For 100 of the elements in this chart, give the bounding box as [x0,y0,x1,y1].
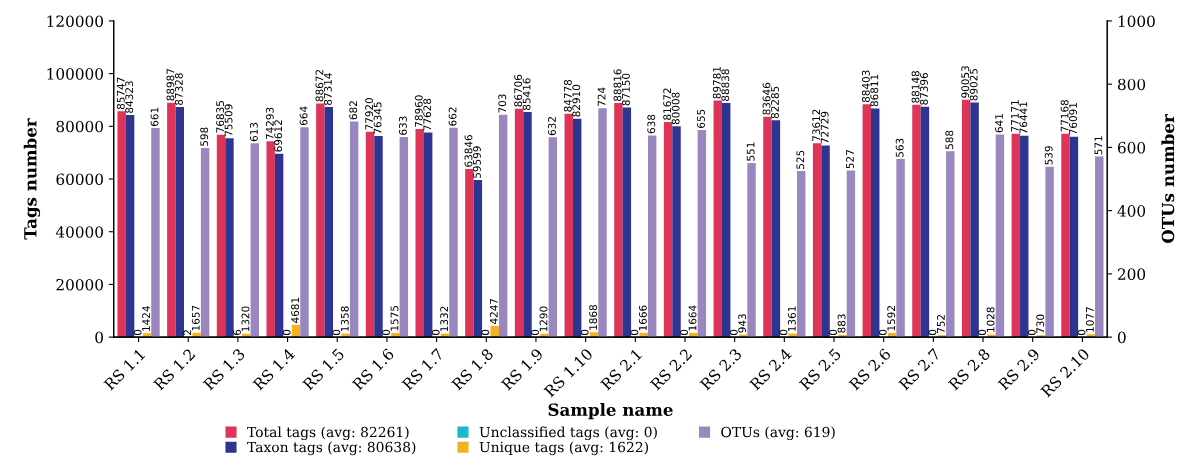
data-label: 1320 [241,306,250,332]
data-label: 81672 [663,88,672,120]
data-label: 86706 [514,74,523,107]
x-tick-label: RS 2.2 [649,348,693,391]
data-label: 0 [481,329,490,336]
data-label: 77920 [365,97,374,130]
x-tick-label: RS 2.3 [699,347,743,391]
data-label: 82285 [771,86,779,119]
data-label: 0 [1077,329,1086,336]
data-label: 87328 [174,73,183,105]
data-label: 682 [349,101,358,120]
data-label: 1358 [340,306,349,332]
data-label: 84778 [563,79,572,112]
data-label: 571 [1094,136,1103,155]
data-label: 6 [233,329,241,335]
data-label: 88987 [166,69,175,101]
data-label: 83646 [762,82,771,115]
data-label: 4247 [489,298,498,325]
y-axis-title: Tags number [23,118,41,240]
legend-label: Unclassified tags (avg: 0) [479,426,657,441]
data-label: 588 [945,130,954,150]
y2-axis-title: OTUs number [1161,114,1175,244]
data-label: 752 [936,314,945,333]
data-label: 613 [249,122,258,142]
data-label: 661 [150,107,159,126]
x-tick-label: RS 1.8 [450,347,494,391]
data-label: 78960 [414,95,423,127]
data-label: 525 [796,150,805,169]
data-label: 80008 [671,92,680,125]
data-label: 0 [1027,329,1036,336]
x-tick-label: RS 1.1 [103,348,146,391]
y2-tick-label: 200 [1117,268,1146,280]
x-tick-label: RS 1.3 [202,347,246,391]
x-tick-label: RS 2.7 [898,347,941,391]
data-label: 88816 [613,69,622,101]
data-label: 655 [697,109,705,128]
data-label: 943 [738,314,747,333]
data-label: 632 [547,117,556,136]
y-tick-label: 100000 [47,68,103,80]
data-label: 0 [729,329,738,336]
data-label: 1424 [142,306,150,331]
data-label: 527 [846,150,854,169]
data-label: 73612 [812,109,821,141]
data-label: 1868 [589,305,598,330]
data-label: 76835 [216,101,225,133]
y-tick-label: 80000 [56,120,103,133]
data-label: 0 [332,329,341,336]
data-label: 77168 [1060,99,1069,132]
data-label: 664 [299,106,308,126]
y2-tick-label: 400 [1117,205,1146,217]
data-label: 87396 [920,72,928,105]
data-label: 1666 [638,305,647,331]
legend-label: Unique tags (avg: 1622) [479,441,648,456]
data-label: 0 [133,329,142,336]
y2-tick-label: 600 [1117,141,1146,154]
data-label: 88403 [861,70,870,103]
data-label: 63846 [464,135,473,167]
y-tick-label: 60000 [56,173,103,186]
x-tick-label: RS 2.8 [947,347,991,391]
data-label: 4681 [291,297,300,323]
data-label: 1657 [191,305,200,331]
data-label: 0 [928,329,937,336]
legend-label: Total tags (avg: 82261) [247,426,409,441]
data-label: 551 [746,142,755,161]
data-label: 85747 [116,77,125,110]
data-label: 1575 [390,305,399,331]
data-label: 598 [200,127,209,146]
data-label: 74293 [265,107,274,140]
data-label: 563 [895,138,904,157]
x-tick-label: RS 1.9 [500,347,544,391]
data-label: 0 [382,329,390,336]
data-label: 85416 [522,78,531,110]
data-label: 75509 [224,104,233,136]
y-tick-label: 20000 [56,278,103,291]
data-label: 638 [647,114,656,134]
data-label: 0 [779,329,788,336]
y2-tick-label: 800 [1117,78,1146,91]
data-label: 724 [597,87,606,106]
legend-label: Taxon tags (avg: 80638) [247,441,416,456]
data-label: 662 [448,107,457,126]
x-tick-label: RS 1.2 [152,348,196,391]
data-label: 0 [680,329,689,336]
data-label: 88838 [721,69,730,101]
data-label: 1028 [986,307,995,332]
data-label: 82910 [572,84,581,117]
data-label: 703 [498,94,507,113]
data-label: 88148 [911,71,920,103]
data-label: 883 [837,314,846,333]
data-label: 539 [1044,146,1053,165]
x-tick-label: RS 2.6 [848,347,892,391]
data-label: 84323 [125,81,134,113]
data-label: 88672 [315,69,324,102]
data-label: 0 [630,329,639,336]
data-label: 86811 [870,74,879,107]
data-label: 77171 [1011,100,1019,132]
x-tick-label: RS 2.9 [997,347,1041,391]
data-label: 76441 [1019,102,1028,134]
data-label: 76345 [373,102,382,134]
data-label: 1290 [539,306,548,332]
data-label: 0 [580,329,589,336]
